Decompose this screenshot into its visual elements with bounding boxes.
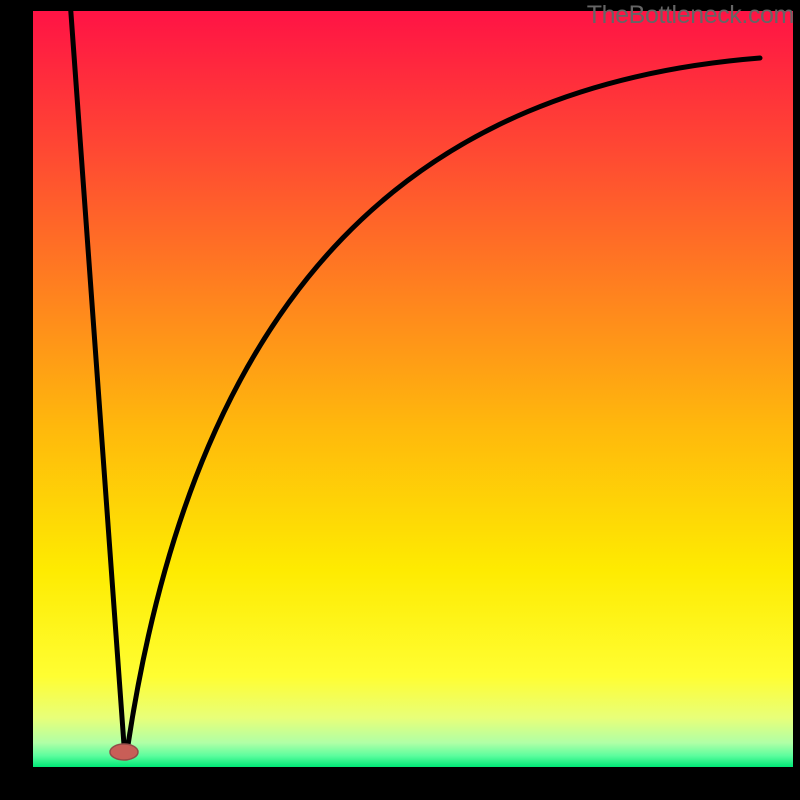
optimum-marker — [110, 744, 138, 760]
chart-container: TheBottleneck.com — [0, 0, 800, 800]
chart-svg — [0, 0, 800, 800]
